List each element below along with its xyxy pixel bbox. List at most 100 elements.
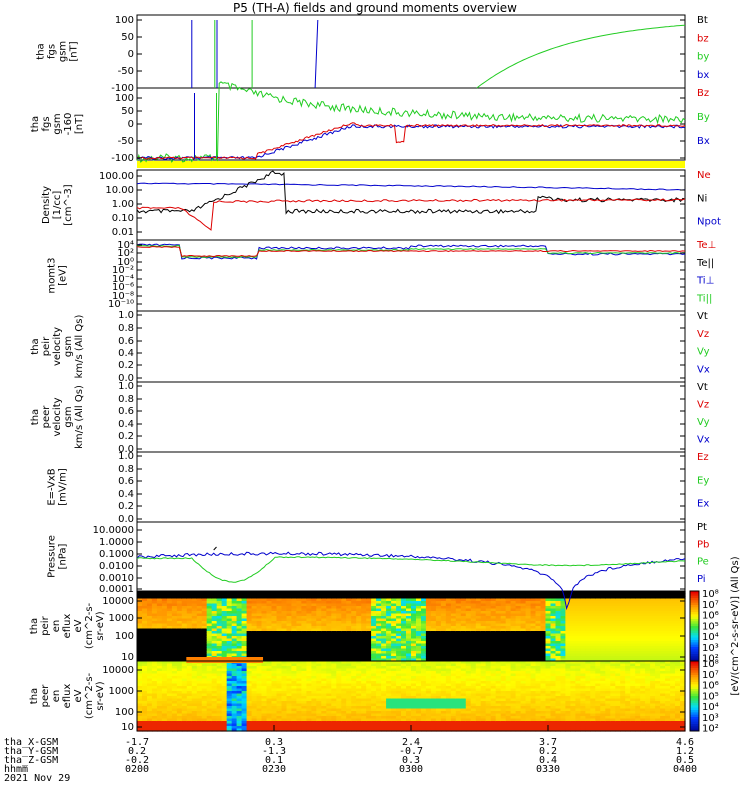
Pi-trace [136, 551, 686, 611]
xaxis-row-label: tha_Z-GSM [4, 755, 58, 766]
Ni-trace [136, 170, 686, 215]
ylabel-fgs_dsl: [nT] [74, 114, 85, 134]
ylabel-peer_spec: sr-eV) [95, 681, 106, 710]
colorbar-label: [eV/(cm^2-s-sr-eV)] (All Qs) [730, 556, 741, 695]
ytick-label: 10000 [102, 596, 134, 607]
colorbar-tick: 10⁴ [702, 632, 719, 643]
xaxis-value: -1.7 [125, 737, 149, 748]
colorbar-tick: 10⁶ [702, 611, 719, 622]
xaxis-value: 0.1 [265, 755, 283, 766]
ion-spectrogram [137, 591, 686, 662]
By-trace [136, 81, 686, 163]
ytick-label: 0.6 [118, 336, 134, 347]
legend-Pt: Pt [697, 522, 707, 533]
ylabel-fgs_dsl: fgs [41, 116, 52, 131]
colorbar-tick: 10³ [702, 643, 719, 654]
ytick-label: 0.0 [118, 514, 134, 525]
ytick-label: 0.0 [118, 444, 134, 455]
electron-spectrogram [137, 661, 686, 732]
ytick-label: 50 [121, 106, 134, 117]
ylabel-peir_spec: sr-eV) [95, 611, 106, 640]
ytick-label: 0.4 [118, 348, 134, 359]
xaxis-value: 0.2 [539, 746, 557, 757]
ytick-label: 10.0000 [93, 525, 134, 536]
legend-Vt: Vt [697, 382, 708, 393]
ytick-label: 0 [128, 119, 134, 130]
ylabel-peir_v: km/s (All Qs) [74, 315, 85, 379]
xaxis-row-label: tha_Y-GSM [4, 746, 58, 757]
ylabel-peer_v: gsm [63, 406, 74, 427]
Bx-trace [136, 124, 686, 161]
legend-Ez: Ez [697, 452, 709, 463]
colorbar-tick: 10⁸ [702, 589, 719, 600]
xaxis-value: 1.2 [676, 746, 694, 757]
ylabel-peer_v: velocity [52, 397, 63, 436]
legend-Ti||: Ti|| [696, 293, 712, 304]
legend-by: by [697, 52, 709, 63]
ylabel-fgs: fgs [47, 44, 58, 59]
xaxis-value: 3.7 [539, 737, 557, 748]
legend-Vz: Vz [697, 329, 709, 340]
ytick-label: 100.00 [99, 171, 134, 182]
ylabel-temp: momt3 [47, 258, 58, 294]
ylabel-peer_spec: (cm^2-s- [84, 672, 95, 719]
panel-frame-peer_v [136, 381, 686, 453]
legend-Pi: Pi [697, 574, 706, 585]
ytick-label: 10.00 [105, 185, 134, 196]
ytick-label: 0.0010 [99, 573, 134, 584]
ytick-label: 1.0000 [99, 537, 134, 548]
ytick-label: 10⁻² [112, 265, 134, 276]
Npot-trace [136, 182, 686, 191]
by-trace [476, 24, 686, 89]
xaxis-value: -0.2 [125, 755, 149, 766]
ytick-label: 10⁻¹⁰ [108, 299, 134, 310]
panel-frame-peir_v [136, 310, 686, 383]
ytick-label: 0.8 [118, 394, 134, 405]
ytick-label: 10⁻⁶ [112, 282, 134, 293]
ylabel-fgs_dsl: gsm [52, 113, 63, 134]
ylabel-efield: [mV/m] [58, 468, 69, 506]
ytick-label: 10⁰ [117, 257, 134, 268]
ylabel-fgs_dsl: -160 [63, 113, 74, 136]
Pt-trace [213, 546, 217, 551]
ylabel-fgs: [nT] [69, 41, 80, 61]
ytick-label: 0.4 [118, 489, 134, 500]
ytick-label: 1.0 [118, 381, 134, 392]
ytick-label: 0.8 [118, 464, 134, 475]
ylabel-fgs: gsm [58, 41, 69, 62]
ytick-label: 0.8 [118, 323, 134, 334]
legend-Vt: Vt [697, 311, 708, 322]
ytick-label: 10 [121, 652, 134, 663]
ylabel-peer_spec: en [51, 690, 62, 703]
colorbar-tick: 10⁶ [702, 681, 719, 692]
colorbar-tick: 10⁴ [702, 702, 719, 713]
legend-Ni: Ni [697, 193, 707, 204]
ytick-label: 100 [115, 707, 134, 718]
ylabel-peir_v: velocity [52, 327, 63, 366]
ylabel-density: [cm^-3] [63, 184, 74, 225]
ytick-label: -100 [111, 83, 134, 94]
xaxis-value: 4.6 [676, 737, 694, 748]
legend-Ey: Ey [697, 475, 709, 486]
xaxis-row-label: tha_X-GSM [4, 737, 58, 748]
colorbar-tick: 10⁷ [702, 670, 719, 681]
ylabel-density: Density [41, 186, 52, 224]
ytick-label: 1.00 [112, 199, 134, 210]
ytick-label: 10 [121, 722, 134, 733]
legend-Vy: Vy [697, 347, 710, 358]
colorbar-tick: 10³ [702, 713, 719, 724]
ylabel-peer_v: tha [30, 409, 41, 425]
ytick-label: -50 [118, 66, 134, 77]
legend-bx: bx [697, 70, 709, 81]
ytick-label: 0.0 [118, 373, 134, 384]
xaxis-value: -1.3 [262, 746, 286, 757]
legend-By: By [697, 112, 710, 123]
xaxis-row-label: hhmm [4, 764, 28, 775]
xaxis-value: 0.3 [402, 755, 420, 766]
ylabel-peir_spec: eV [73, 619, 84, 632]
ytick-label: 0.01 [112, 227, 134, 238]
ylabel-peir_spec: peir [40, 615, 51, 635]
ytick-label: 10000 [102, 665, 134, 676]
Te-perp-trace [136, 246, 686, 258]
